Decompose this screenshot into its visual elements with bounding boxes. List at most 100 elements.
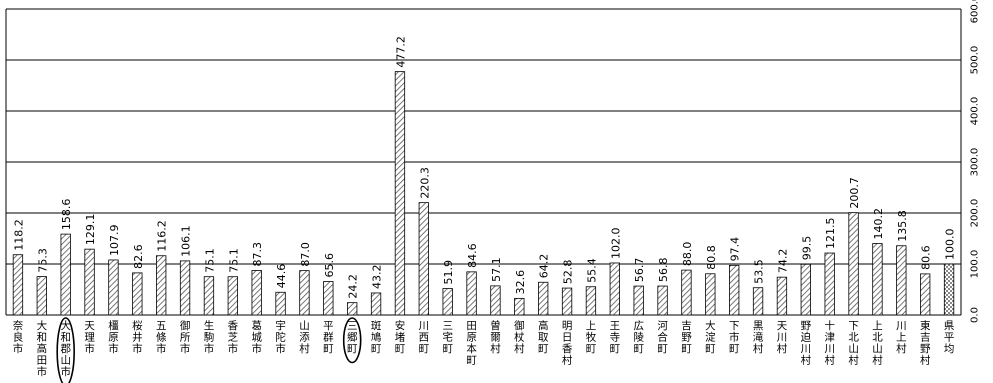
category-label: 天理市 — [84, 320, 95, 355]
category-label: 斑鳩町 — [371, 319, 382, 355]
value-label: 87.3 — [251, 242, 264, 267]
value-label: 75.1 — [227, 248, 240, 273]
bar — [108, 259, 119, 316]
value-label: 74.2 — [776, 249, 789, 274]
value-label: 51.9 — [442, 260, 455, 285]
bar — [156, 255, 167, 316]
value-label: 87.0 — [299, 242, 312, 267]
y-tick-label: 0.0 — [970, 307, 981, 323]
category-label: 下北山村 — [848, 320, 859, 367]
value-label: 57.1 — [490, 257, 503, 282]
value-label: 82.6 — [132, 244, 145, 269]
bar — [394, 71, 406, 316]
category-label: 橿原市 — [108, 319, 119, 355]
value-label: 24.2 — [347, 274, 360, 299]
category-label: 天川村 — [777, 320, 788, 355]
gridlines — [5, 8, 962, 316]
category-label: 生駒市 — [204, 319, 215, 355]
category-label: 上北山村 — [872, 320, 883, 367]
category-label: 河合町 — [657, 320, 668, 355]
bar — [609, 262, 620, 316]
value-label: 106.1 — [180, 225, 193, 257]
category-label: 大和郡山市 — [60, 319, 71, 378]
category-label: 平群町 — [323, 320, 334, 355]
highlight-ellipse — [56, 317, 75, 383]
category-label: 曽爾村 — [490, 319, 501, 355]
bar — [896, 245, 907, 316]
highlight-ellipses — [56, 317, 362, 383]
category-label: 五條市 — [156, 320, 167, 355]
value-label: 100.0 — [944, 229, 957, 261]
bar — [132, 272, 143, 316]
value-label: 75.3 — [36, 248, 49, 273]
category-label: 黒滝村 — [753, 320, 764, 355]
bar — [179, 260, 191, 316]
value-label: 220.3 — [418, 167, 431, 199]
category-label: 葛城市 — [251, 319, 262, 355]
value-label: 118.2 — [12, 219, 25, 251]
category-label: 大淀町 — [705, 319, 716, 355]
y-tick-label: 300.0 — [970, 148, 981, 177]
bar — [943, 263, 955, 316]
bar — [227, 276, 238, 316]
bar — [275, 291, 286, 316]
category-label: 野迫川村 — [801, 320, 812, 367]
category-label: 桜井市 — [132, 319, 143, 355]
value-label: 99.5 — [800, 236, 813, 261]
category-label: 広陵町 — [633, 319, 644, 355]
bar — [466, 271, 477, 316]
y-tick-label: 600.0 — [970, 0, 981, 23]
value-label: 129.1 — [84, 214, 97, 246]
bars — [12, 71, 955, 316]
value-label: 32.6 — [514, 270, 527, 295]
value-label: 55.4 — [585, 258, 598, 283]
bar — [514, 297, 525, 316]
category-label: 王寺町 — [610, 320, 621, 355]
category-label: 御所市 — [180, 319, 191, 355]
category-label: 宇陀市 — [275, 319, 286, 355]
category-label: 高取町 — [538, 319, 549, 355]
bar — [251, 270, 262, 316]
category-label: 田原本町 — [466, 320, 477, 367]
value-label: 116.2 — [156, 220, 169, 252]
bar — [657, 285, 668, 316]
y-tick-label: 100.0 — [970, 250, 981, 279]
bar — [585, 286, 597, 316]
category-label: 県平均 — [944, 320, 955, 355]
category-label: 上牧町 — [586, 320, 597, 355]
bar — [920, 273, 931, 316]
value-label: 56.8 — [657, 258, 670, 283]
bar — [60, 233, 71, 316]
value-labels: 118.2 75.3 158.6 129.1 107.9 82.6 116.2 106.1 75… — [12, 36, 956, 299]
value-label: 200.7 — [848, 177, 861, 209]
category-label: 三宅町 — [442, 320, 453, 355]
highlight-ellipse — [342, 317, 362, 364]
value-label: 75.1 — [203, 248, 216, 273]
value-label: 65.6 — [323, 253, 336, 278]
category-label: 東吉野村 — [920, 319, 931, 367]
value-label: 121.5 — [824, 218, 837, 250]
category-label: 奈良市 — [13, 319, 24, 355]
category-label: 香芝市 — [228, 320, 239, 355]
bar — [490, 285, 501, 316]
category-label: 吉野町 — [681, 320, 692, 355]
bar — [418, 202, 429, 316]
bar — [561, 287, 573, 316]
value-label: 97.4 — [729, 237, 742, 262]
value-label: 52.8 — [562, 260, 575, 285]
category-labels: 奈良市 大和高田市 大和郡山市 天理市 橿原市 桜井市 五條市 御所市 生駒市 香芝市 葛城市 宇陀市… — [13, 319, 955, 378]
value-label: 107.9 — [108, 224, 121, 256]
bar — [729, 264, 740, 316]
bar — [299, 270, 310, 316]
bar — [824, 252, 835, 316]
y-tick-label: 200.0 — [970, 199, 981, 228]
bar — [872, 243, 883, 316]
category-label: 下市町 — [729, 320, 740, 355]
category-label: 十津川村 — [824, 319, 835, 367]
category-label: 御杖村 — [514, 319, 525, 355]
bar — [776, 276, 788, 316]
bar — [538, 281, 549, 316]
bar — [848, 212, 859, 316]
value-label: 80.6 — [920, 245, 933, 270]
